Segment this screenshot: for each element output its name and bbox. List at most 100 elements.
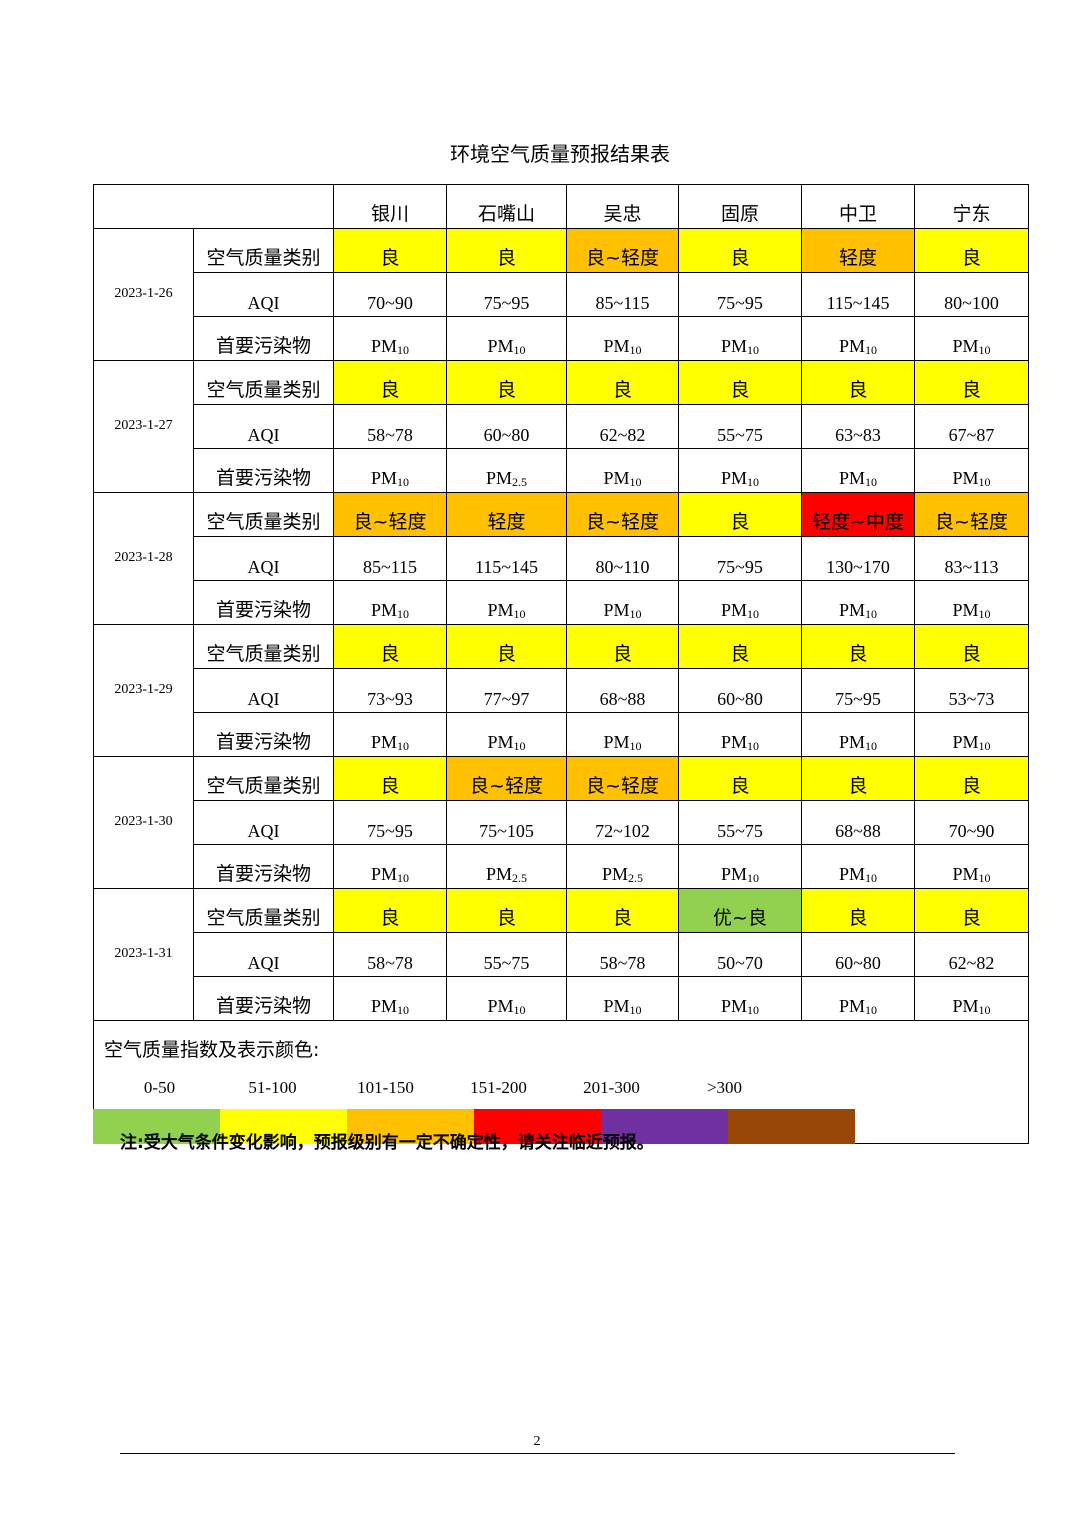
pollutant-subscript: 10 (747, 607, 759, 621)
row-label-pollutant: 首要污染物 (193, 580, 334, 625)
pollutant-subscript: 10 (747, 871, 759, 885)
category-cell: 良~轻度 (566, 228, 679, 273)
pollutant-base: PM (720, 864, 747, 884)
pollutant-cell: PM10 (333, 712, 447, 757)
category-cell: 轻度 (801, 228, 915, 273)
date-cell: 2023-1-29 (93, 624, 194, 757)
pollutant-base: PM (720, 600, 747, 620)
legend-color-swatch (474, 1109, 601, 1144)
pollutant-base: PM (485, 864, 512, 884)
table-row: 2023-1-29 空气质量类别良良良良良良 (93, 624, 1029, 757)
aqi-cell: 55~75 (678, 800, 802, 845)
row-label-category: 空气质量类别 (193, 492, 334, 537)
pollutant-subscript: 10 (865, 871, 877, 885)
pollutant-subscript: 10 (397, 739, 409, 753)
pollutant-subscript: 10 (397, 871, 409, 885)
forecast-table: 银川 石嘴山 吴忠 固原 中卫 宁东 2023-1-26 空气质量类别良良良~轻度良轻度良 AQ… (93, 184, 1029, 1144)
pollutant-base: PM (370, 864, 397, 884)
pollutant-base: PM (952, 336, 979, 356)
pollutant-subscript: 10 (629, 607, 642, 621)
pollutant-subscript: 10 (629, 1003, 642, 1017)
table-row: AQI 70~90 75~95 85~115 75~95 115~145 80~100 (94, 272, 1029, 317)
row-label-pollutant: 首要污染物 (193, 448, 334, 493)
category-cell: 良~轻度 (333, 492, 447, 537)
row-label-aqi: AQI (193, 536, 334, 581)
pollutant-base: PM (838, 336, 865, 356)
pollutant-base: PM (720, 336, 747, 356)
row-label-aqi: AQI (193, 404, 334, 449)
pollutant-cell: PM10 (914, 844, 1029, 889)
pollutant-base: PM (838, 600, 865, 620)
pollutant-cell: PM10 (914, 712, 1029, 757)
legend-cell: 空气质量指数及表示颜色: 0-50 51-100 101-150 151-200 201-… (93, 1020, 1029, 1144)
aqi-cell: 63~83 (801, 404, 915, 449)
category-cell: 良 (446, 888, 567, 933)
aqi-cell: 60~80 (678, 668, 802, 713)
category-cell: 良 (446, 624, 567, 669)
table-row: 首要污染物 PM10 PM2.5 PM2.5 PM10 PM10 PM10 (94, 844, 1029, 889)
legend-range-label: 51-100 (248, 1078, 297, 1097)
footer-divider (120, 1453, 955, 1454)
aqi-cell: 77~97 (446, 668, 567, 713)
pollutant-cell: PM10 (914, 316, 1029, 361)
pollutant-subscript: 10 (747, 1003, 759, 1017)
aqi-cell: 75~95 (678, 536, 802, 581)
row-label-pollutant: 首要污染物 (193, 712, 334, 757)
aqi-cell: 75~95 (678, 272, 802, 317)
pollutant-subscript: 10 (865, 739, 877, 753)
pollutant-cell: PM10 (333, 976, 447, 1021)
category-cell: 良 (566, 360, 679, 405)
pollutant-subscript: 10 (747, 343, 759, 357)
pollutant-cell: PM10 (566, 448, 679, 493)
aqi-cell: 58~78 (333, 932, 447, 977)
pollutant-base: PM (952, 864, 979, 884)
legend-color-swatch (601, 1109, 728, 1144)
pollutant-cell: PM10 (678, 580, 802, 625)
category-cell: 良~轻度 (566, 492, 679, 537)
aqi-cell: 58~78 (566, 932, 679, 977)
table-row: 2023-1-30 空气质量类别良良~轻度 良~轻度良良良 (93, 756, 1029, 889)
pollutant-cell: PM10 (678, 712, 802, 757)
pollutant-subscript: 10 (513, 739, 526, 753)
aqi-cell: 83~113 (914, 536, 1029, 581)
category-cell: 良 (801, 888, 915, 933)
pollutant-subscript: 10 (629, 739, 642, 753)
pollutant-cell: PM10 (801, 712, 915, 757)
row-label-pollutant: 首要污染物 (193, 844, 334, 889)
aqi-cell: 115~145 (801, 272, 915, 317)
row-label-pollutant: 首要污染物 (193, 976, 334, 1021)
pollutant-base: PM (603, 600, 630, 620)
pollutant-base: PM (487, 732, 514, 752)
category-cell: 轻度~中度 (801, 492, 915, 537)
pollutant-cell: PM10 (446, 580, 567, 625)
pollutant-cell: PM10 (678, 976, 802, 1021)
pollutant-base: PM (370, 468, 397, 488)
pollutant-cell: PM10 (914, 448, 1029, 493)
pollutant-base: PM (603, 336, 630, 356)
aqi-cell: 80~110 (566, 536, 679, 581)
aqi-cell: 75~105 (446, 800, 567, 845)
table-row: AQI 58~78 60~80 62~82 55~75 63~83 67~87 (94, 404, 1029, 449)
page-number: 2 (533, 1434, 541, 1449)
aqi-cell: 115~145 (446, 536, 567, 581)
aqi-cell: 68~88 (801, 800, 915, 845)
pollutant-base: PM (487, 996, 514, 1016)
pollutant-cell: PM10 (566, 316, 679, 361)
pollutant-base: PM (370, 732, 397, 752)
pollutant-base: PM (487, 336, 514, 356)
category-cell: 良 (914, 624, 1029, 669)
category-cell: 良 (333, 228, 447, 273)
date-cell: 2023-1-28 (93, 492, 194, 625)
table-row: 首要污染物 PM10 PM2.5 PM10 PM10 PM10 PM10 (94, 448, 1029, 493)
aqi-cell: 67~87 (914, 404, 1029, 449)
pollutant-cell: PM10 (446, 976, 567, 1021)
pollutant-base: PM (952, 732, 979, 752)
date-cell: 2023-1-26 (93, 228, 194, 361)
page-title: 环境空气质量预报结果表 (450, 142, 670, 166)
category-cell: 良~轻度 (446, 756, 567, 801)
pollutant-cell: PM10 (333, 844, 447, 889)
city-header: 石嘴山 (446, 184, 567, 229)
pollutant-base: PM (838, 732, 865, 752)
pollutant-subscript: 2.5 (628, 871, 643, 885)
pollutant-subscript: 10 (513, 343, 526, 357)
